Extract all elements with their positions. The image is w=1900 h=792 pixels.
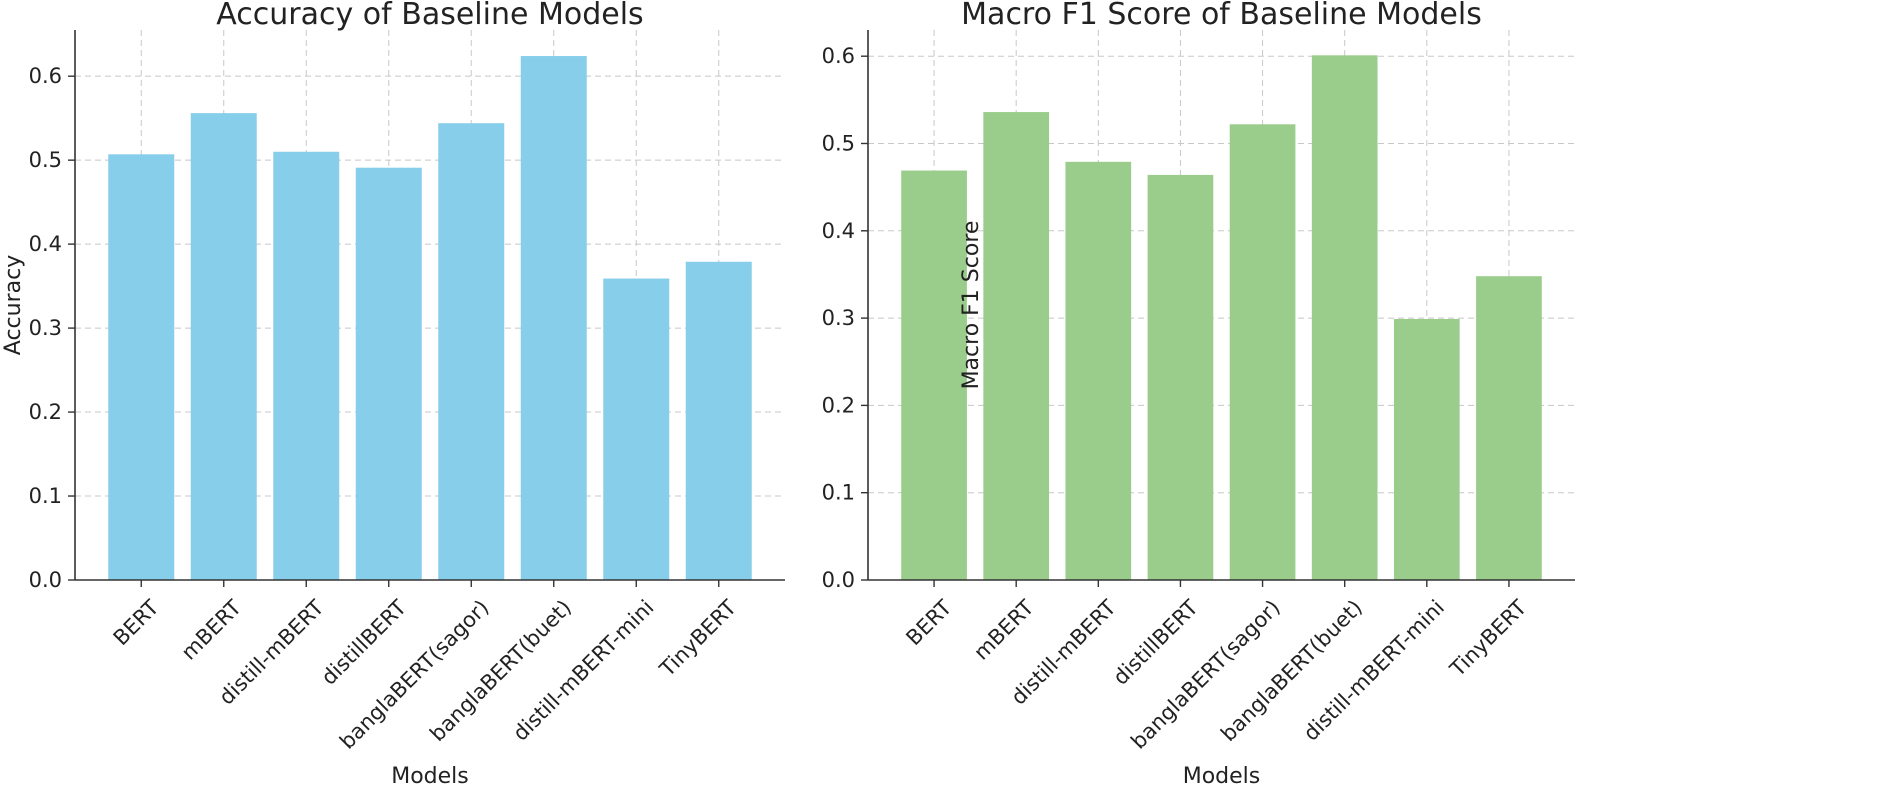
accuracy-bars bbox=[108, 56, 752, 581]
accuracy-x-tick-label: banglaBERT(sagor) bbox=[335, 595, 493, 753]
accuracy-x-ticks: BERT mBERTdistill-mBERTdistillBERTbanglaB… bbox=[109, 580, 741, 754]
accuracy-x-tick-label: banglaBERT(buet) bbox=[425, 595, 576, 746]
macro-f1-x-axis-label: Models bbox=[1183, 764, 1261, 788]
macro-f1-x-tick-label: banglaBERT(sagor) bbox=[1126, 595, 1284, 753]
accuracy-x-tick-label: distill-mBERT-mini bbox=[508, 595, 658, 745]
accuracy-x-tick-label: mBERT bbox=[177, 595, 246, 664]
macro-f1-bar-tinybert bbox=[1476, 276, 1542, 580]
accuracy-bar-distillbert bbox=[355, 167, 422, 580]
accuracy-bar-tinybert bbox=[685, 261, 752, 580]
macro-f1-bar-mbert bbox=[983, 112, 1050, 581]
macro-f1-chart: 0.00.10.20.30.40.50.6 BERT mBERTdistill-m… bbox=[822, 0, 1575, 789]
macro-f1-bar-distillbert bbox=[1147, 174, 1214, 580]
macro-f1-y-tick-label: 0.0 bbox=[822, 568, 855, 592]
macro-f1-x-tick-label: BERT bbox=[901, 595, 956, 650]
accuracy-y-tick-label: 0.6 bbox=[29, 64, 62, 88]
macro-f1-y-tick-label: 0.6 bbox=[822, 44, 855, 68]
macro-f1-y-tick-label: 0.1 bbox=[822, 481, 855, 505]
macro-f1-y-ticks: 0.0 0.1 0.2 0.3 0.4 0.5 0.6 bbox=[822, 44, 868, 592]
macro-f1-y-axis-label: Macro F1 Score bbox=[959, 221, 984, 390]
macro-f1-axes bbox=[867, 30, 1575, 581]
accuracy-bar-distill-mbert bbox=[273, 151, 340, 580]
macro-f1-x-tick-label: mBERT bbox=[969, 595, 1038, 664]
accuracy-y-tick-label: 0.5 bbox=[29, 148, 62, 172]
accuracy-axes bbox=[74, 30, 785, 581]
accuracy-x-tick-label: TinyBERT bbox=[655, 595, 742, 682]
accuracy-x-tick-label: BERT bbox=[109, 595, 164, 650]
macro-f1-y-tick-label: 0.4 bbox=[822, 219, 855, 243]
macro-f1-x-tick-label: distill-mBERT-mini bbox=[1299, 595, 1449, 745]
macro-f1-y-tick-label: 0.2 bbox=[822, 393, 855, 417]
accuracy-bar-bert bbox=[108, 154, 175, 580]
macro-f1-x-ticks: BERT mBERTdistill-mBERTdistillBERTbanglaB… bbox=[901, 580, 1531, 754]
macro-f1-bar-bert bbox=[901, 170, 967, 581]
macro-f1-y-tick-label: 0.3 bbox=[822, 306, 855, 330]
accuracy-y-tick-label: 0.3 bbox=[29, 316, 62, 340]
macro-f1-bar-banglabert-buet bbox=[1311, 55, 1378, 581]
macro-f1-bar-banglabert-sagor bbox=[1229, 124, 1296, 581]
accuracy-chart: 0.00.10.20.30.40.50.6 BERT mBERTdistill-m… bbox=[1, 0, 785, 789]
macro-f1-bar-distill-mbert bbox=[1065, 161, 1132, 581]
macro-f1-chart-title: Macro F1 Score of Baseline Models bbox=[961, 0, 1482, 32]
macro-f1-x-tick-label: TinyBERT bbox=[1445, 595, 1532, 682]
macro-f1-bar-distill-mbert-mini bbox=[1393, 318, 1460, 580]
accuracy-y-axis-label: Accuracy bbox=[1, 255, 26, 355]
accuracy-y-tick-label: 0.2 bbox=[29, 400, 62, 424]
accuracy-chart-title: Accuracy of Baseline Models bbox=[216, 0, 643, 32]
macro-f1-y-tick-label: 0.5 bbox=[822, 131, 855, 155]
accuracy-y-tick-label: 0.4 bbox=[29, 232, 62, 256]
accuracy-bar-banglabert-sagor bbox=[438, 123, 505, 580]
macro-f1-x-tick-label: banglaBERT(buet) bbox=[1216, 595, 1367, 746]
accuracy-bar-distill-mbert-mini bbox=[603, 278, 670, 580]
accuracy-y-tick-label: 0.1 bbox=[29, 484, 62, 508]
accuracy-y-ticks: 0.0 0.1 0.2 0.3 0.4 0.5 0.6 bbox=[29, 64, 75, 592]
accuracy-bar-banglabert-buet bbox=[520, 56, 587, 581]
macro-f1-bars bbox=[901, 55, 1542, 581]
accuracy-x-axis-label: Models bbox=[391, 764, 469, 788]
accuracy-gridlines bbox=[75, 30, 785, 581]
accuracy-y-tick-label: 0.0 bbox=[29, 568, 62, 592]
accuracy-bar-mbert bbox=[190, 113, 257, 581]
